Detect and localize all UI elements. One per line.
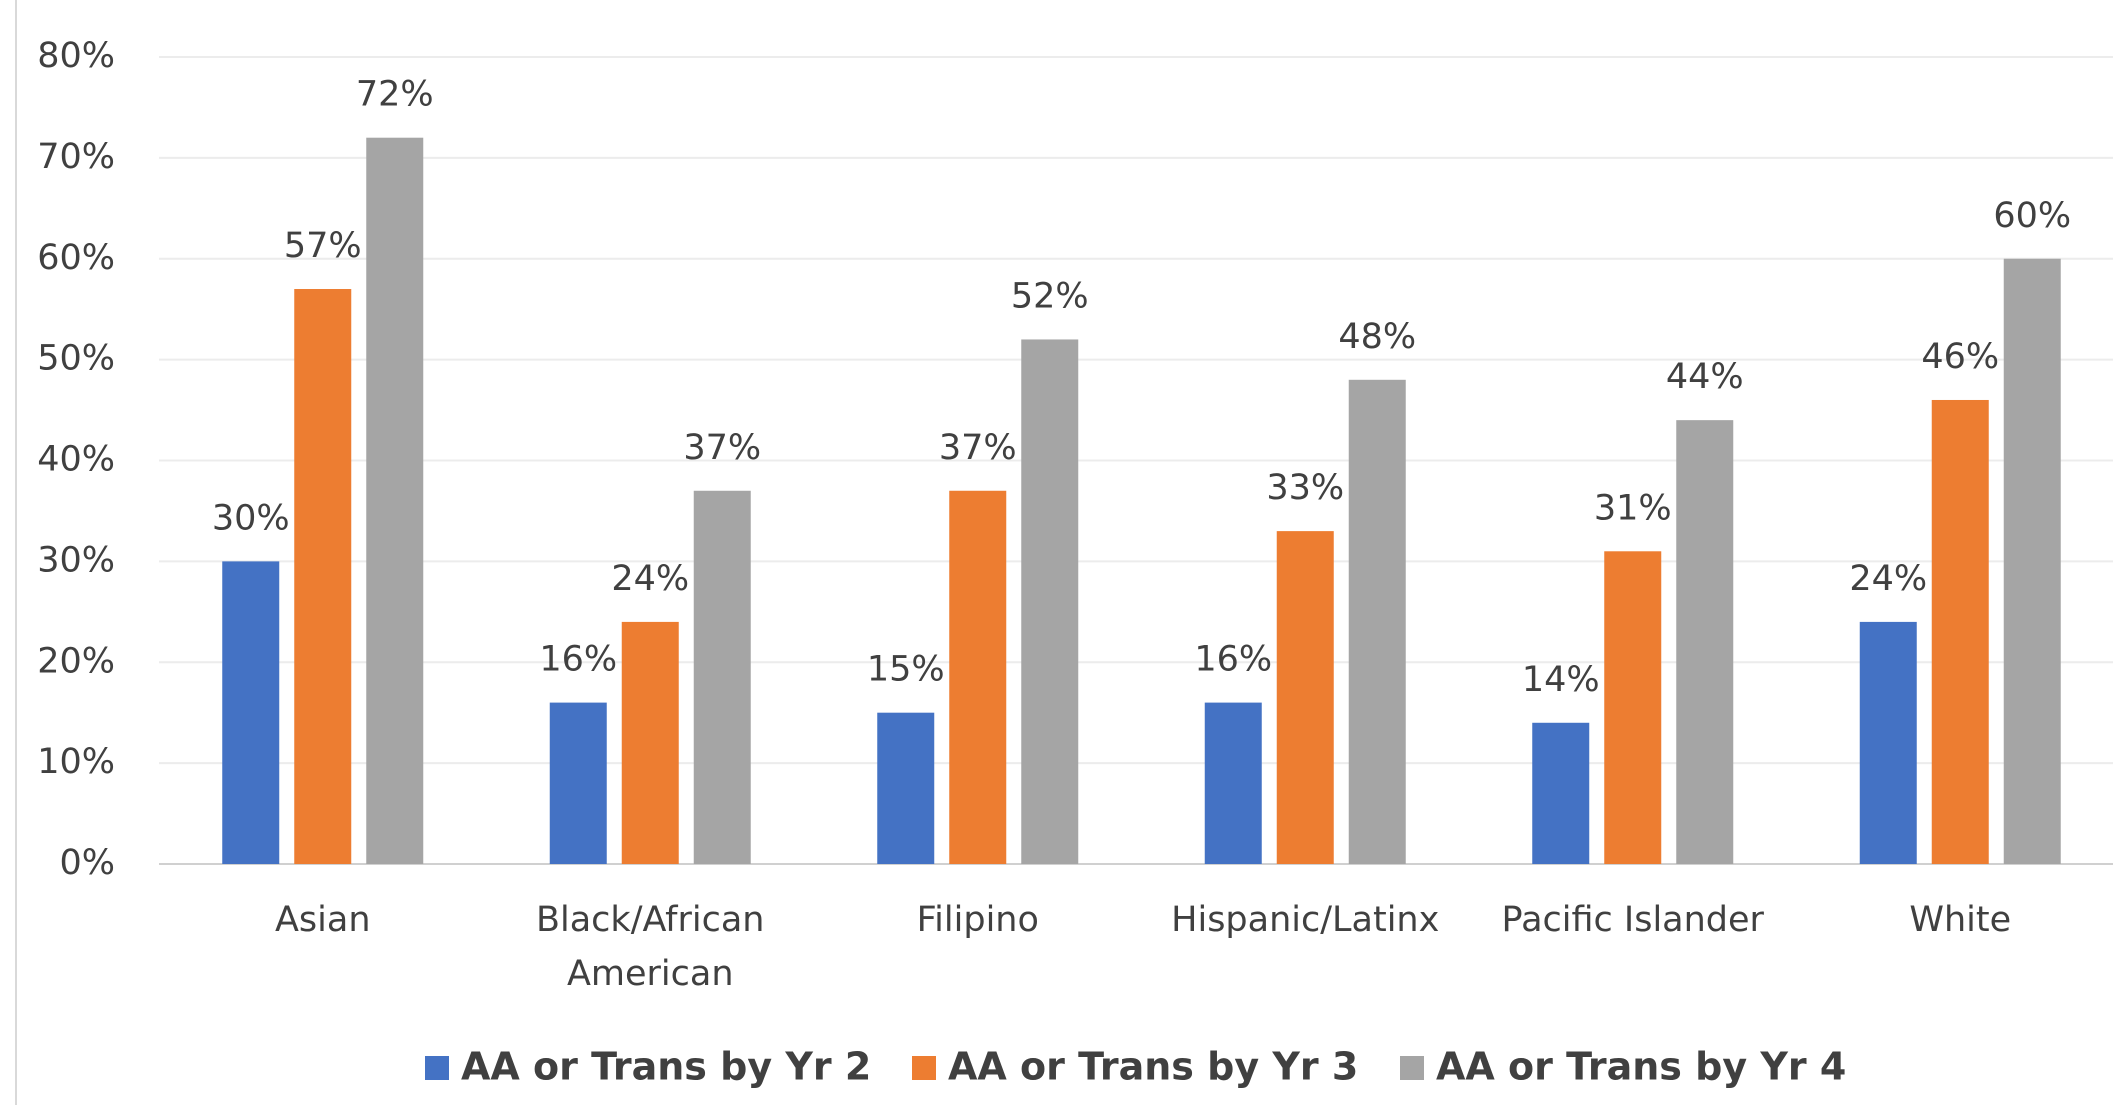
data-label: 46% — [1921, 337, 1999, 377]
data-label: 44% — [1666, 357, 1744, 397]
data-label: 15% — [867, 650, 945, 690]
data-label: 48% — [1338, 317, 1416, 357]
data-label: 57% — [284, 226, 362, 266]
legend-label: AA or Trans by Yr 2 — [461, 1045, 871, 1089]
bar — [1204, 702, 1262, 864]
y-tick-label: 70% — [37, 137, 115, 177]
y-tick-label: 0% — [59, 843, 115, 883]
bar — [549, 702, 607, 864]
data-label: 14% — [1522, 660, 1600, 700]
bar — [949, 490, 1007, 864]
data-label: 24% — [611, 559, 689, 599]
data-label: 24% — [1849, 559, 1927, 599]
bar — [1532, 722, 1590, 864]
bar — [693, 490, 751, 864]
data-label: 37% — [939, 428, 1017, 468]
data-label: 31% — [1594, 488, 1672, 528]
y-tick-label: 10% — [37, 742, 115, 782]
bar — [621, 621, 679, 864]
y-tick-label: 30% — [37, 540, 115, 580]
bar — [1021, 339, 1079, 864]
data-label: 37% — [683, 428, 761, 468]
data-label: 16% — [1194, 640, 1272, 680]
y-tick-label: 60% — [37, 238, 115, 278]
bar — [294, 289, 352, 864]
bar — [877, 712, 935, 864]
bar — [1931, 399, 1989, 864]
data-label: 72% — [356, 75, 434, 115]
bar — [1859, 621, 1917, 864]
x-tick-label: Pacific Islander — [1501, 900, 1764, 940]
legend-label: AA or Trans by Yr 3 — [948, 1045, 1358, 1089]
y-tick-label: 40% — [37, 440, 115, 480]
bar — [1348, 379, 1406, 864]
bar — [1276, 531, 1334, 864]
data-label: 52% — [1011, 276, 1089, 316]
x-tick-label: Asian — [274, 900, 371, 940]
data-label: 33% — [1266, 468, 1344, 508]
data-label: 60% — [1993, 196, 2071, 236]
data-label: 16% — [539, 640, 617, 680]
legend-swatch — [912, 1056, 936, 1080]
y-tick-label: 80% — [37, 36, 115, 76]
bar — [2003, 258, 2061, 864]
legend-label: AA or Trans by Yr 4 — [1436, 1045, 1846, 1089]
y-tick-label: 20% — [37, 641, 115, 681]
data-label: 30% — [212, 498, 290, 538]
bar — [1604, 551, 1662, 864]
x-tick-label: Hispanic/Latinx — [1171, 900, 1440, 940]
legend-swatch — [425, 1056, 449, 1080]
y-tick-label: 50% — [37, 339, 115, 379]
x-tick-label: Filipino — [916, 900, 1039, 940]
bar — [366, 137, 424, 864]
x-tick-label: White — [1909, 900, 2012, 940]
legend-swatch — [1400, 1056, 1424, 1080]
bar — [222, 561, 280, 864]
bar — [1676, 420, 1734, 864]
x-tick-label: Black/African American — [536, 900, 765, 994]
